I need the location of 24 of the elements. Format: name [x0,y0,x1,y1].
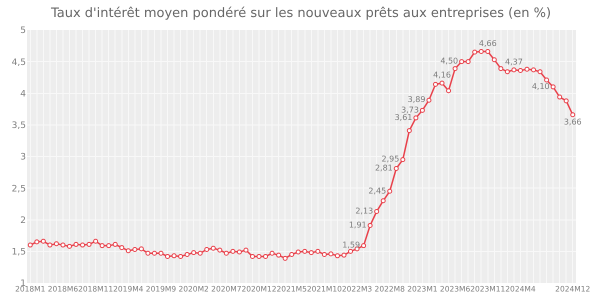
data-label: 2,95 [381,154,400,164]
data-label: 4,10 [532,82,550,91]
y-tick-label: 1,5 [12,248,26,258]
data-label: 1,59 [342,240,360,250]
data-label: 4,16 [433,70,451,80]
y-tick-label: 2 [20,216,26,226]
y-tick-label: 5 [20,26,26,36]
data-label: 3,66 [564,117,582,126]
data-label: 2,45 [368,186,386,196]
data-label: 4,37 [505,57,523,66]
data-label: 2,13 [355,206,374,216]
chart-title: Taux d'intérêt moyen pondéré sur les nouveaux prêts aux entreprises (en %) [50,6,552,21]
data-label: 3,89 [408,95,426,104]
data-label: 4,50 [440,56,458,66]
data-label: 1,91 [348,220,367,230]
y-tick-label: 4 [20,89,26,100]
data-label: 2,81 [374,164,393,173]
y-tick-label: 3 [20,152,26,163]
y-tick-label: 4,5 [12,58,26,68]
data-label: 3,73 [401,105,419,114]
data-label: 4,66 [478,39,497,48]
data-label: 3,61 [394,112,412,122]
y-tick-label: 2,5 [12,184,26,194]
y-tick-label: 3,5 [12,121,26,132]
